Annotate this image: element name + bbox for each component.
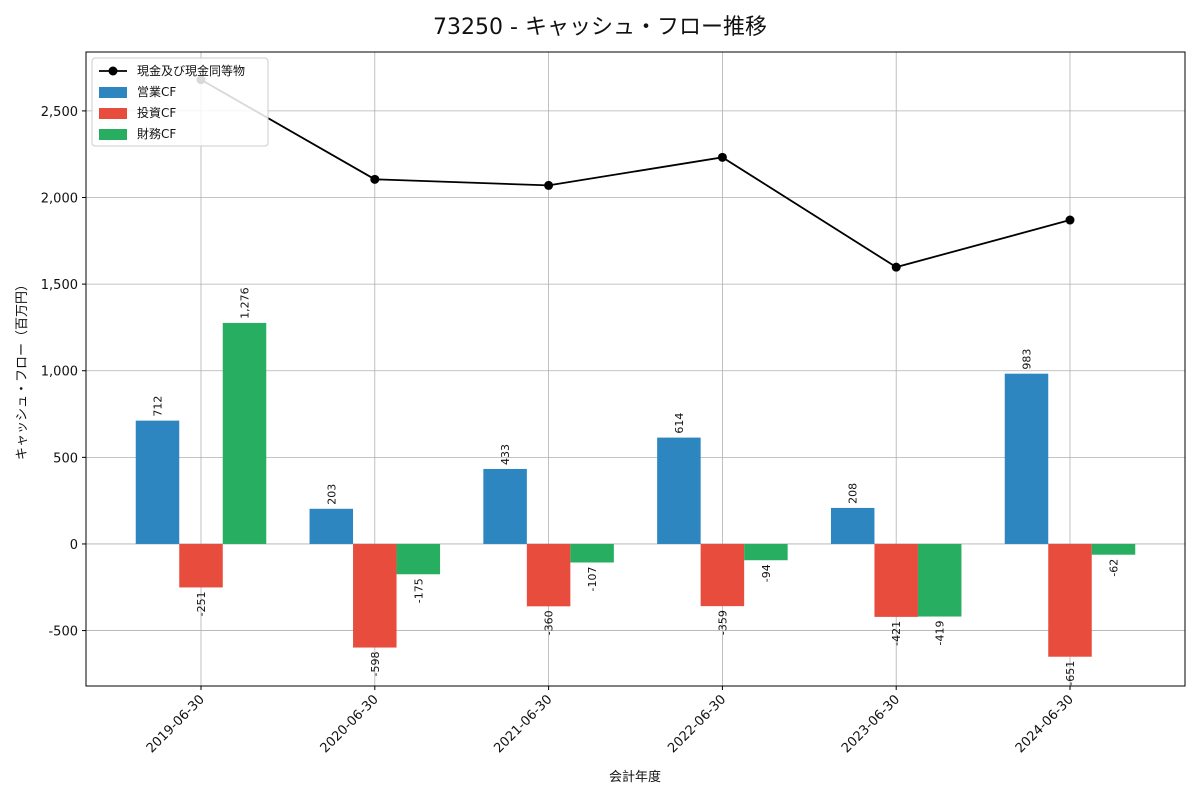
bar xyxy=(309,508,354,544)
bar-value-label: -175 xyxy=(412,578,425,603)
bar-value-label: 614 xyxy=(673,413,686,434)
bar xyxy=(1091,543,1136,555)
bar-value-label: -251 xyxy=(195,591,208,616)
cash-point xyxy=(717,152,727,162)
x-tick-label: 2020-06-30 xyxy=(318,692,382,756)
x-axis: 2019-06-30 2020-06-30 2021-06-30 2022-06-30… xyxy=(144,686,1077,756)
bar xyxy=(1004,373,1049,544)
legend-label: 営業CF xyxy=(137,85,176,99)
bar xyxy=(744,543,788,561)
x-tick-label: 2021-06-30 xyxy=(491,692,555,756)
cash-line xyxy=(196,75,1075,272)
y-tick-label: 500 xyxy=(53,451,78,466)
legend-label: 投資CF xyxy=(137,105,176,120)
plot-area xyxy=(86,52,1185,686)
legend-swatch xyxy=(99,108,127,119)
bar-value-label: -360 xyxy=(543,610,556,635)
bar xyxy=(570,543,614,563)
y-tick-label: 2,000 xyxy=(41,192,78,207)
bar-value-label: 208 xyxy=(847,483,860,504)
legend-box xyxy=(91,57,269,147)
bar xyxy=(483,468,527,544)
bar-value-label: -94 xyxy=(760,564,773,582)
bar xyxy=(917,543,962,617)
cash-point xyxy=(891,262,901,272)
bar xyxy=(700,543,745,607)
x-tick-label: 2019-06-30 xyxy=(144,692,208,756)
bar xyxy=(1048,543,1092,657)
x-axis-label: 会計年度 xyxy=(609,769,661,785)
bar-value-label: -598 xyxy=(369,652,382,677)
y-axis-label: キャッシュ・フロー（百万円） xyxy=(15,278,30,460)
legend-swatch xyxy=(99,129,127,140)
bar-labels: 712 203 433 614 208 983 -251 -598 -360 -359 -421 -6… xyxy=(152,287,1121,685)
bar-value-label: -421 xyxy=(890,621,903,646)
bar xyxy=(179,543,223,588)
x-tick-label: 2023-06-30 xyxy=(839,692,903,756)
x-tick-label: 2024-06-30 xyxy=(1013,692,1077,756)
cash-line-path xyxy=(200,78,1071,269)
cash-point xyxy=(1065,215,1075,225)
bar-value-label: -419 xyxy=(934,621,947,646)
y-tick-label: 1,500 xyxy=(41,278,78,293)
bar xyxy=(396,543,441,575)
chart-title: 73250 - キャッシュ・フロー推移 xyxy=(433,15,767,40)
bar-value-label: 1,276 xyxy=(239,287,252,319)
legend-swatch xyxy=(99,87,127,98)
legend-line-marker xyxy=(108,66,118,76)
cash-point xyxy=(370,174,380,184)
y-tick-label: 0 xyxy=(70,538,78,553)
y-tick-label: -500 xyxy=(48,625,78,640)
bar xyxy=(222,322,267,544)
bar-value-label: 712 xyxy=(152,396,165,417)
bar-value-label: -107 xyxy=(586,566,599,591)
legend-label: 現金及び現金同等物 xyxy=(137,63,245,78)
y-axis: -500 0 500 1,000 1,500 2,000 2,500 xyxy=(41,105,86,640)
bar-value-label: -62 xyxy=(1108,559,1121,577)
y-tick-label: 2,500 xyxy=(41,105,78,120)
bar-value-label: 203 xyxy=(325,484,338,505)
bar-value-label: 433 xyxy=(499,444,512,465)
bar xyxy=(874,543,918,617)
bar xyxy=(657,437,701,544)
bar-value-label: -651 xyxy=(1064,661,1077,686)
cash-point xyxy=(544,180,554,190)
plot-border xyxy=(85,51,1186,687)
legend-label: 財務CF xyxy=(137,126,176,141)
bars xyxy=(135,322,1136,657)
bar xyxy=(135,420,180,544)
bar-value-label: -359 xyxy=(716,610,729,635)
y-tick-label: 1,000 xyxy=(41,365,78,380)
x-tick-label: 2022-06-30 xyxy=(665,692,729,756)
bar-value-label: 983 xyxy=(1021,349,1034,370)
bar xyxy=(353,543,397,648)
bar xyxy=(526,543,571,607)
bar xyxy=(830,507,875,544)
